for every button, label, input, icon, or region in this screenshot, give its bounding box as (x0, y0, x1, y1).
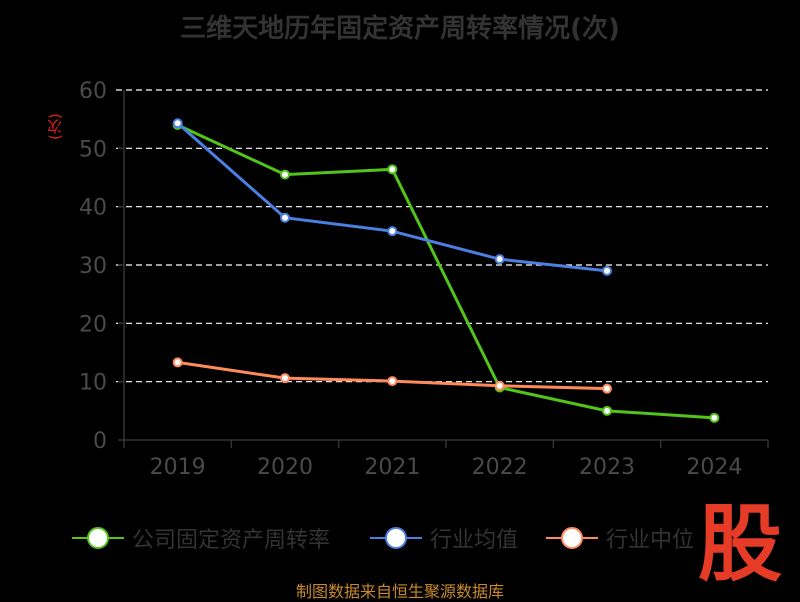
x-tick-label: 2024 (686, 455, 742, 480)
y-tick-label: 0 (93, 429, 107, 454)
x-tick-label: 2023 (579, 455, 635, 480)
data-point-0-5 (709, 412, 720, 423)
data-point-0-1 (280, 169, 290, 180)
x-tick-label: 2022 (472, 455, 528, 480)
data-point-1-3 (494, 254, 505, 265)
legend-item-industry-mean[interactable]: 行业均值 (370, 520, 518, 556)
data-point-2-0 (172, 357, 183, 368)
data-point-1-0 (172, 118, 183, 129)
legend-label-industry-mean: 行业均值 (430, 528, 519, 553)
data-point-0-4 (602, 405, 612, 416)
data-point-1-1 (280, 212, 290, 223)
chart-title: 三维天地历年固定资产周转率情况(次) (180, 14, 620, 44)
x-tick-label: 2021 (364, 455, 420, 480)
y-tick-label: 40 (79, 196, 107, 221)
data-source-footer: 制图数据来自恒生聚源数据库 (295, 582, 504, 601)
legend-swatch-industry-median (546, 520, 598, 556)
y-tick-label: 60 (79, 79, 107, 104)
data-point-1-4 (602, 265, 612, 276)
legend-label-industry-median: 行业中位 (606, 528, 695, 553)
data-point-2-4 (602, 383, 612, 394)
y-tick-label: 30 (79, 254, 107, 279)
data-point-2-3 (494, 380, 505, 391)
x-tick-label: 2019 (150, 455, 206, 480)
data-point-0-2 (387, 164, 398, 175)
y-tick-label: 50 (79, 137, 107, 162)
legend-item-industry-median[interactable]: 行业中位 (546, 520, 694, 556)
y-tick-label: 20 (79, 312, 107, 337)
legend: 公司固定资产周转率 行业均值 行业中位 (0, 520, 800, 556)
series-line-0 (177, 123, 715, 420)
series-line-1 (176, 122, 608, 273)
brand-logo: 股 (697, 494, 782, 593)
legend-label-company: 公司固定资产周转率 (132, 528, 331, 553)
data-point-2-2 (387, 376, 398, 387)
legend-swatch-company (72, 520, 124, 556)
y-tick-label: 10 (79, 371, 107, 396)
legend-swatch-industry-mean (370, 520, 422, 556)
data-point-1-2 (387, 226, 398, 237)
data-point-2-1 (280, 373, 290, 384)
x-tick-label: 2020 (257, 455, 313, 480)
legend-item-company[interactable]: 公司固定资产周转率 (72, 520, 330, 556)
